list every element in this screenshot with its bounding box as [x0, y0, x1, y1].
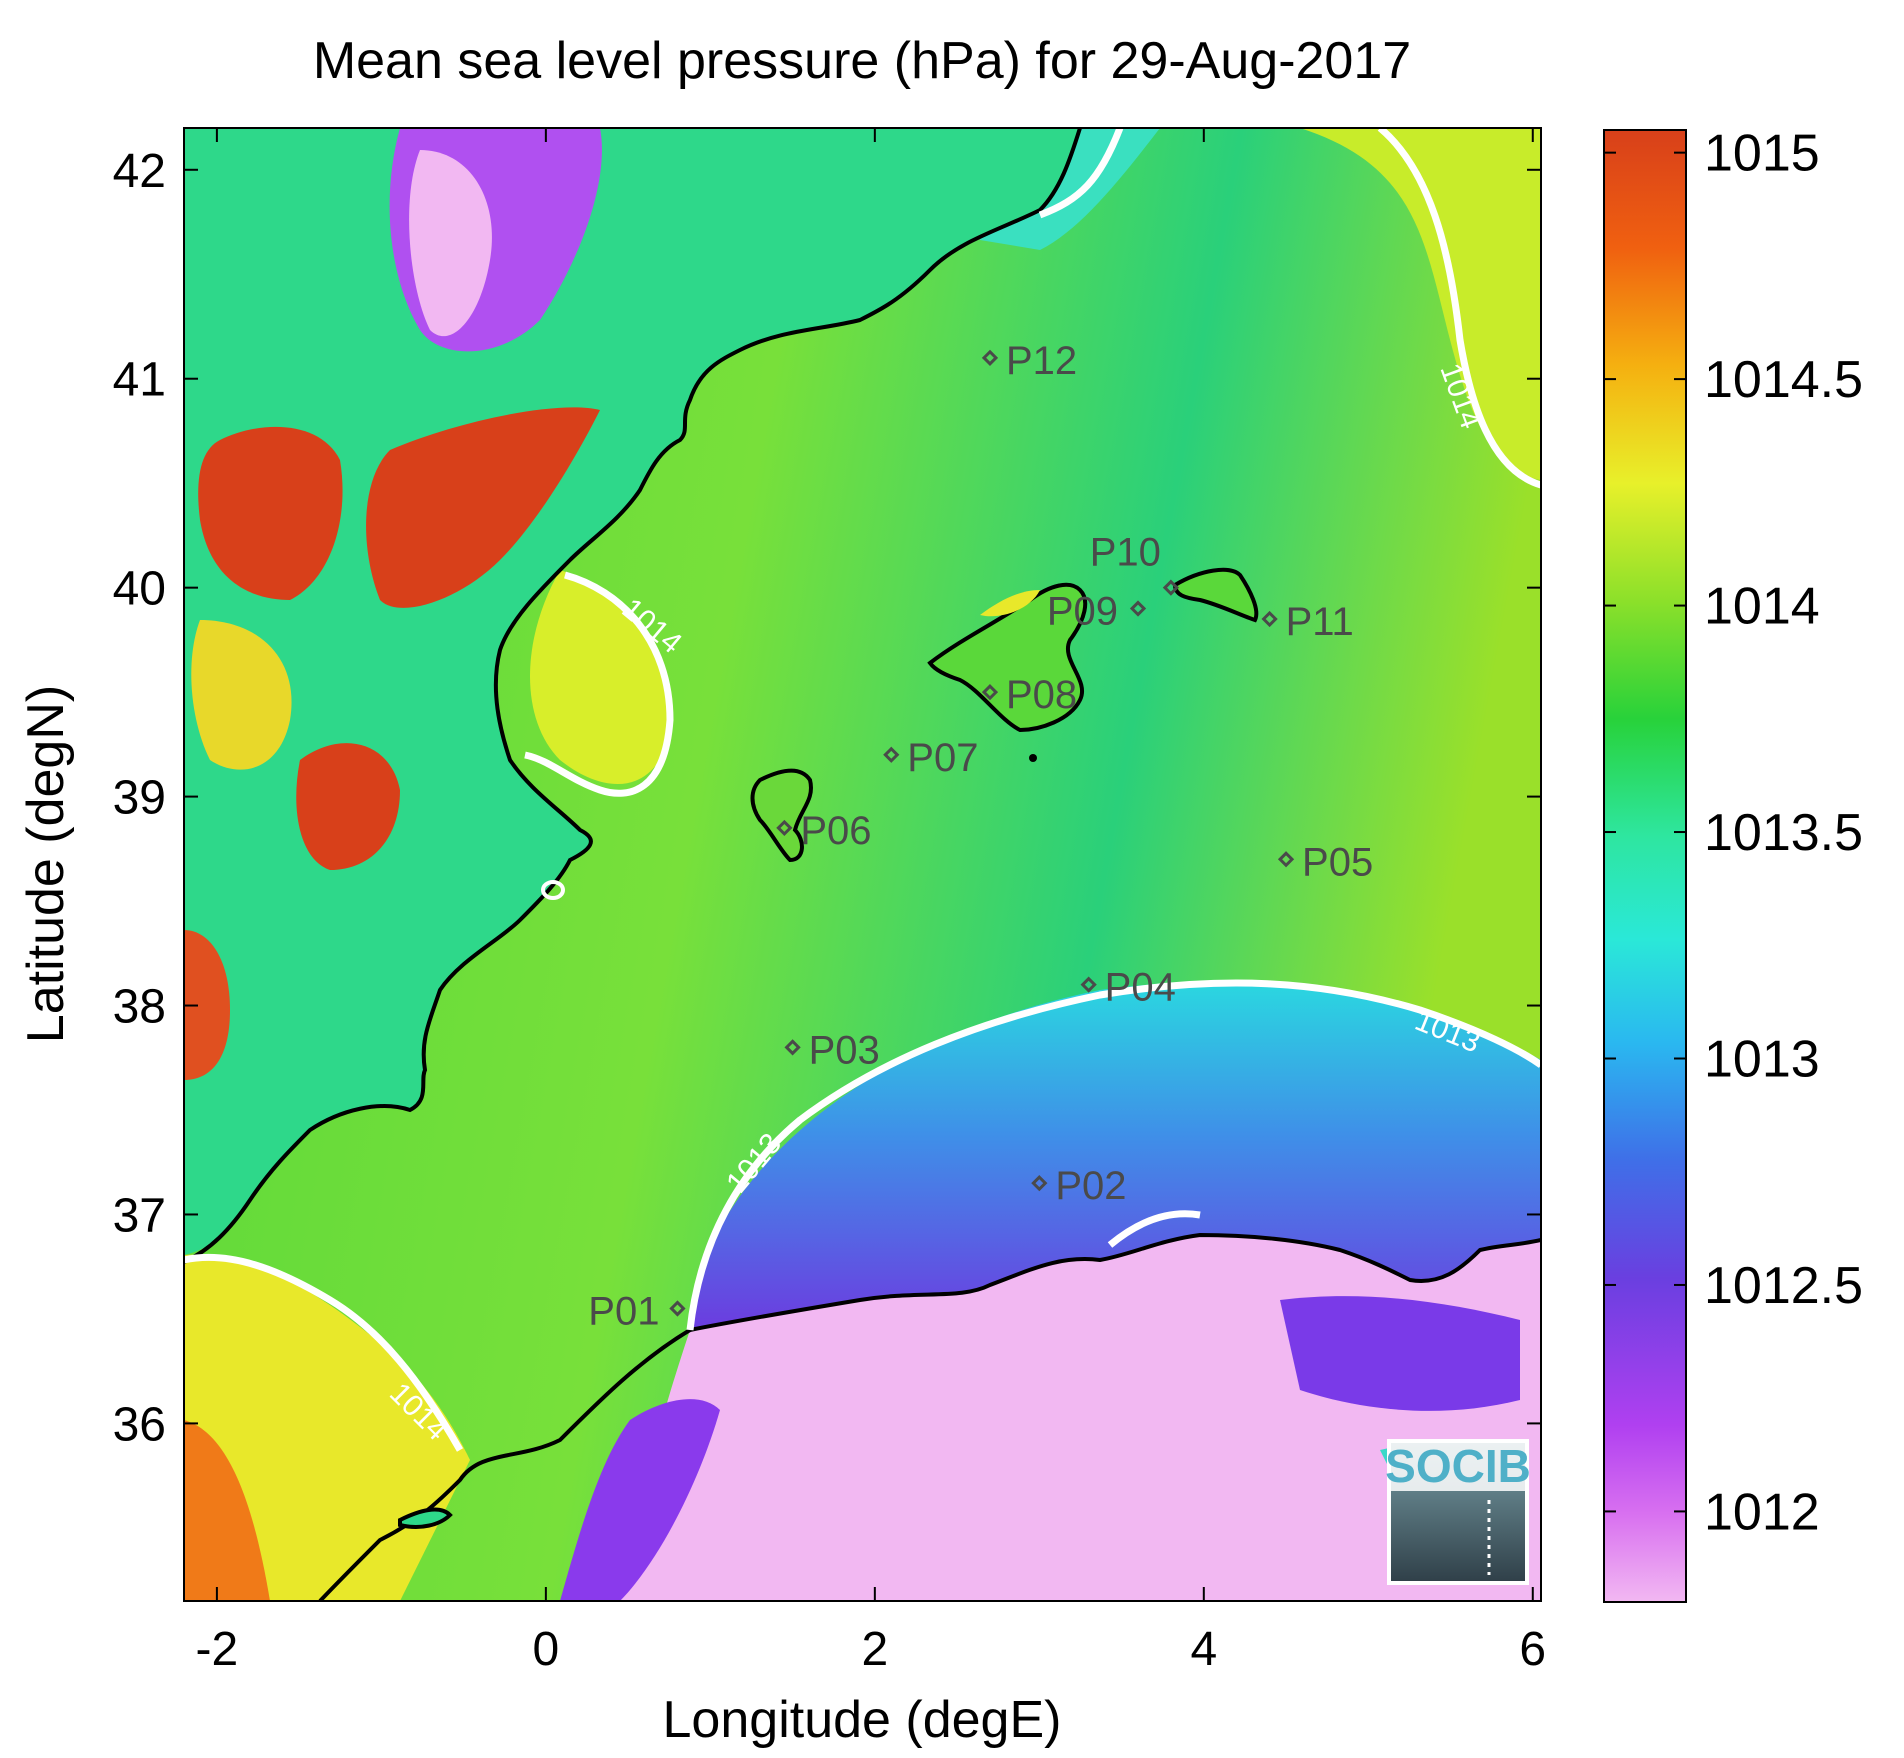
station-label: P06 — [800, 809, 871, 853]
contour-1014-north — [1038, 128, 1124, 219]
y-tick-label: 37 — [113, 1189, 166, 1242]
station-marker — [883, 746, 900, 763]
station-label: P09 — [1047, 590, 1118, 634]
x-tick-label: 4 — [1190, 1623, 1217, 1676]
y-tick-label: 41 — [113, 354, 166, 407]
station-marker — [784, 1039, 801, 1056]
station-layer: P01 P02 P03 P04 P05 P06 P07 P08 P09 P10 P11 P12 — [588, 339, 1373, 1334]
station-label: P04 — [1105, 966, 1176, 1010]
x-axis: -2 0 2 4 6 — [196, 128, 1546, 1676]
station-label: P02 — [1055, 1164, 1126, 1208]
contour-1013 — [686, 979, 1541, 1331]
station-marker — [1080, 976, 1097, 993]
chart-title: Mean sea level pressure (hPa) for 29-Aug… — [313, 32, 1411, 90]
logo-text: SOCIB — [1385, 1440, 1531, 1492]
contour-1014-valencia — [524, 571, 674, 797]
land-high-d — [184, 930, 230, 1080]
station-label: P11 — [1286, 600, 1354, 644]
x-tick-label: 0 — [533, 1623, 560, 1676]
contour-small-ring — [541, 880, 565, 900]
socib-logo: SOCIB — [1385, 1439, 1531, 1585]
menorca-island — [1172, 567, 1259, 623]
station-marker — [1261, 610, 1278, 628]
x-axis-label: Longitude (degE) — [663, 1691, 1062, 1749]
station-label: P08 — [1006, 673, 1077, 717]
y-tick-label: 40 — [113, 563, 166, 616]
ne-high-zone — [1300, 128, 1541, 480]
x-tick-label: -2 — [196, 1623, 239, 1676]
africa-ne-purple — [1280, 1296, 1520, 1411]
station-marker — [1031, 1175, 1048, 1192]
station-label: P10 — [1090, 531, 1161, 575]
colorbar-tick-label: 1015 — [1704, 125, 1820, 183]
alboran-island — [398, 1507, 453, 1529]
station-label: P01 — [588, 1289, 659, 1333]
station-label: P03 — [809, 1028, 880, 1072]
colorbar-tick-label: 1014.5 — [1704, 351, 1863, 409]
africa-coastline — [689, 1232, 1541, 1332]
cabrera-island — [1029, 754, 1037, 762]
plot-area: 1014 1014 1014 1013 1013 P01P02P03P04P05… — [184, 128, 1541, 1601]
colorbar-tick-label: 1013.5 — [1704, 804, 1863, 862]
y-tick-label: 36 — [113, 1398, 166, 1451]
y-axis-label: Latitude (degN) — [17, 685, 75, 1043]
contour-1014-sw — [184, 1253, 464, 1452]
sw-corner-orange — [184, 1420, 270, 1601]
colorbar-tick-label: 1013 — [1704, 1030, 1820, 1088]
station-marker — [1129, 600, 1147, 617]
station-marker — [669, 1300, 686, 1317]
contour-1013-africa — [1107, 1210, 1201, 1248]
x-tick-label: 2 — [861, 1623, 888, 1676]
colorbar-tick-label: 1012.5 — [1704, 1257, 1863, 1315]
station-marker — [776, 819, 793, 837]
land-mid-yellow — [191, 620, 292, 770]
station-label: P07 — [907, 736, 978, 780]
land-high-c — [296, 743, 400, 870]
station-marker — [981, 349, 999, 366]
y-tick-label: 42 — [113, 145, 166, 198]
station-marker — [1162, 579, 1180, 596]
land-high-b — [366, 407, 600, 608]
mallorca-high-strip — [980, 590, 1040, 617]
station-marker — [1277, 851, 1295, 868]
y-tick-label: 39 — [113, 772, 166, 825]
plot-frame — [183, 127, 1542, 1602]
gibraltar-coastline — [318, 1328, 692, 1601]
station-label: P05 — [1302, 840, 1373, 884]
y-axis: 36 37 38 39 40 41 42 — [113, 145, 1541, 1451]
iberia-coastline — [184, 128, 1082, 1264]
colorbar-axis: 1012 1012.5 1013 1013.5 1014 1014.5 1015 — [1604, 125, 1863, 1541]
colorbar — [1603, 129, 1687, 1603]
colorbar-tick-label: 1012 — [1704, 1483, 1820, 1541]
station-marker — [981, 684, 999, 701]
y-tick-label: 38 — [113, 981, 166, 1034]
station-label: P12 — [1006, 339, 1077, 383]
ibiza-island — [750, 768, 813, 863]
land-low-pink — [409, 150, 492, 337]
x-tick-label: 6 — [1519, 1623, 1546, 1676]
africa-coast-purple — [560, 1399, 720, 1601]
land-high-a — [198, 426, 343, 600]
sw-high-zone — [184, 1254, 470, 1601]
colorbar-tick-label: 1014 — [1704, 578, 1820, 636]
iberia-land — [184, 128, 1080, 1255]
contour-1014-ne — [1377, 128, 1541, 489]
